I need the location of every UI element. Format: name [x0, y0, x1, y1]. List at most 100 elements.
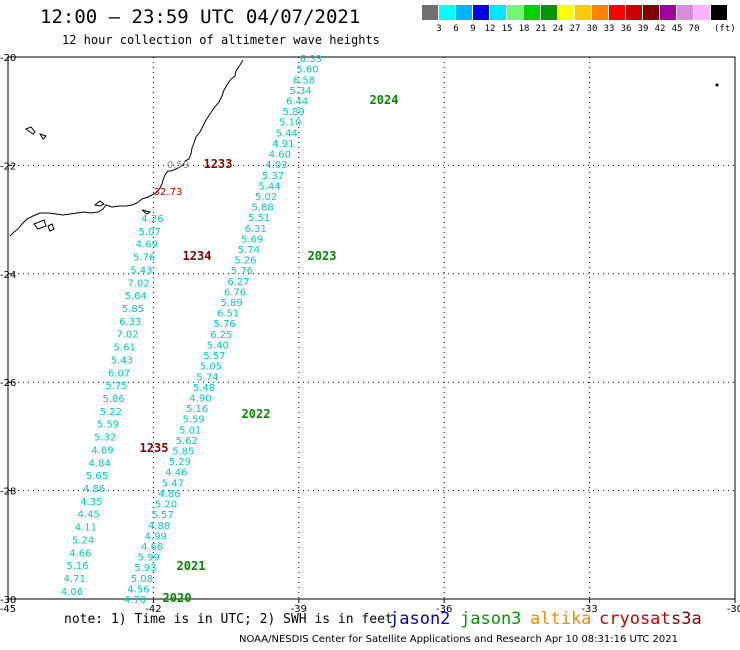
legend-label: 9: [470, 24, 476, 34]
lon-tick-label: -39: [291, 604, 307, 615]
legend-label: 24: [552, 24, 564, 34]
wave-height-value: 4.84: [89, 458, 111, 469]
wave-height-value: 5.07: [139, 227, 161, 238]
wave-height-value: 5.93: [134, 563, 156, 574]
wave-height-value: 4.68: [141, 542, 163, 553]
satellite-name: jason3: [460, 609, 522, 629]
lat-tick-label: -24: [0, 270, 16, 281]
map-frame: [7, 56, 736, 600]
wave-height-value: 4.46: [165, 468, 187, 479]
legend-label: 21: [535, 24, 547, 34]
legend-swatch: [694, 5, 711, 20]
lon-tick-label: -42: [145, 604, 161, 615]
page-subtitle: 12 hour collection of altimeter wave hei…: [62, 33, 380, 47]
wave-height-value: 5.85: [172, 447, 194, 458]
wave-height-value: 5.08: [131, 574, 153, 585]
axis-tick-labels: -45 -42 -39 -36 -33 -30 -20 -22 -24 -26 -28 -30: [0, 53, 740, 615]
coastal-wave-value: 32.73: [154, 187, 183, 198]
wave-height-value: 4.45: [77, 510, 99, 521]
wave-height-value: 5.29: [169, 457, 191, 468]
wave-height-value: 5.48: [193, 383, 215, 394]
wave-height-value: 5.60: [296, 65, 318, 76]
pass-time-label: 2020: [163, 591, 192, 605]
brazil-coastline: [9, 59, 244, 237]
legend-swatch: [575, 5, 592, 20]
wave-height-value: 5.16: [66, 561, 88, 572]
wave-height-value: 5.88: [251, 203, 273, 214]
wave-height-value: 5.99: [138, 553, 160, 564]
wave-height-value: 5.59: [97, 420, 119, 431]
pass-time-label: 2022: [242, 407, 271, 421]
pass-time-label: 1233: [204, 157, 233, 171]
wave-height-value: 6.07: [108, 368, 130, 379]
wave-height-value: 6.25: [210, 330, 232, 341]
wave-height-value: 6.58: [293, 75, 315, 86]
legend-swatch: [592, 5, 609, 20]
wave-height-value: 4.60: [269, 150, 291, 161]
wave-height-value: 4.03: [265, 160, 287, 171]
wave-height-value: 5.44: [258, 181, 280, 192]
footer-note: note: 1) Time is in UTC; 2) SWH is in fe…: [64, 612, 393, 627]
legend-swatch: [660, 5, 677, 20]
legend-swatch: [558, 5, 575, 20]
legend-swatch: [609, 5, 626, 20]
lon-tick-label: -30: [727, 604, 740, 615]
wave-height-value: 5.75: [105, 381, 127, 392]
satellite-name: altika: [530, 609, 592, 629]
wave-height-value: 5.89: [220, 298, 242, 309]
lon-tick-label: -36: [436, 604, 452, 615]
wave-height-value: 4.99: [145, 531, 167, 542]
wave-height-value: 5.64: [125, 291, 147, 302]
legend-swatch: [439, 5, 456, 20]
wave-height-value: 7.02: [116, 330, 138, 341]
wave-height-value: 5.20: [155, 500, 177, 511]
wave-height-value: 6.27: [227, 277, 249, 288]
wave-height-value: 5.86: [102, 394, 124, 405]
wave-height-value: 5.74: [238, 245, 260, 256]
coastal-wave-value: 0.59: [167, 160, 189, 171]
wave-height-value: 5.26: [234, 256, 256, 267]
wave-height-value: 4.69: [136, 240, 158, 251]
wave-height-value: 5.32: [94, 433, 116, 444]
wave-height-value: 7.02: [127, 278, 149, 289]
legend-swatch: [422, 5, 439, 20]
legend-swatch: [490, 5, 507, 20]
legend-swatch: [456, 5, 473, 20]
wave-height-value: 4.06: [61, 587, 83, 598]
wave-height-value: 5.76: [133, 253, 155, 264]
lat-tick-label: -26: [0, 378, 16, 389]
island-dot: [715, 83, 719, 87]
satellite-name: cryosat: [599, 609, 671, 629]
wave-height-value: 6.33: [300, 54, 322, 65]
wave-height-value: 5.89: [283, 107, 305, 118]
wave-height-value: 6.51: [217, 309, 239, 320]
wave-height-value: 5.85: [122, 304, 144, 315]
wave-height-value: 5.76: [231, 266, 253, 277]
legend-label: 3: [436, 24, 442, 34]
pass-time-label: 1234: [183, 249, 212, 263]
legend-swatch: [711, 5, 728, 20]
map-border: [7, 56, 736, 600]
satellite-name: jason2: [389, 609, 451, 629]
wave-height-value: 6.33: [119, 317, 141, 328]
wave-height-value: 5.69: [241, 234, 263, 245]
wave-height-value: 5.24: [72, 535, 94, 546]
wave-height-value: 5.01: [179, 425, 201, 436]
wave-height-value: 5.51: [248, 213, 270, 224]
wave-height-value: 5.47: [162, 478, 184, 489]
legend-label: 12: [484, 24, 496, 34]
footer-credit: NOAA/NESDIS Center for Satellite Applica…: [239, 634, 678, 645]
wave-height-value: 4.35: [80, 497, 102, 508]
wave-height-value: 5.44: [276, 128, 298, 139]
legend-label: 42: [654, 24, 666, 34]
wave-height-value: 5.16: [186, 404, 208, 415]
legend-label: 36: [620, 24, 632, 34]
wave-height-value: 5.62: [176, 436, 198, 447]
lat-tick-label: -20: [0, 53, 16, 64]
altimeter-tracks: 6.335.606.585.346.445.895.105.444.914.60…: [61, 54, 322, 606]
wave-height-value: 5.22: [100, 407, 122, 418]
pass-time-label: 2023: [308, 249, 337, 263]
wave-height-value: 5.65: [86, 471, 108, 482]
